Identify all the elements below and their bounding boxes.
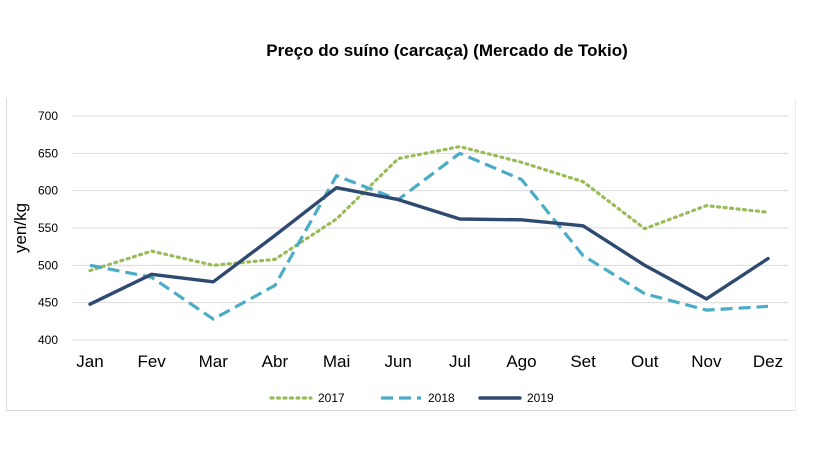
- legend-label-2017: 2017: [318, 391, 345, 405]
- series-line-2017: [88, 145, 770, 273]
- legend-label-2019: 2019: [527, 391, 554, 405]
- x-tick-set: Set: [570, 352, 596, 371]
- chart-title: Preço do suíno (carcaça) (Mercado de Tok…: [266, 41, 628, 60]
- chart-border-right: [795, 98, 796, 411]
- y-tick-labels: 400 450 500 550 600 650 700: [38, 109, 58, 347]
- gridlines: [72, 115, 788, 341]
- legend-label-2018: 2018: [428, 391, 455, 405]
- y-tick-600: 600: [38, 184, 58, 198]
- legend: 2017 2018 2019: [269, 391, 554, 405]
- x-tick-fev: Fev: [137, 352, 166, 371]
- y-tick-450: 450: [38, 296, 58, 310]
- chart-border-left: [6, 98, 7, 410]
- x-tick-ago: Ago: [506, 352, 536, 371]
- x-tick-jun: Jun: [384, 352, 411, 371]
- x-tick-abr: Abr: [262, 352, 289, 371]
- y-tick-550: 550: [38, 221, 58, 235]
- y-axis-label: yen/kg: [11, 203, 30, 253]
- x-tick-nov: Nov: [691, 352, 722, 371]
- x-tick-mai: Mai: [323, 352, 350, 371]
- series-line-2019: [88, 185, 770, 306]
- y-tick-700: 700: [38, 109, 58, 123]
- x-tick-labels: Jan Fev Mar Abr Mai Jun Jul Ago Set Out Nov Dez: [76, 352, 783, 371]
- y-tick-500: 500: [38, 258, 58, 272]
- y-tick-650: 650: [38, 146, 58, 160]
- series-line-2018: [89, 151, 769, 321]
- y-tick-400: 400: [38, 333, 58, 347]
- x-tick-out: Out: [631, 352, 659, 371]
- x-tick-jul: Jul: [449, 352, 471, 371]
- series-lines: [88, 145, 770, 321]
- x-tick-dez: Dez: [753, 352, 783, 371]
- x-tick-jan: Jan: [76, 352, 103, 371]
- chart-border-bottom: [6, 410, 796, 411]
- x-tick-mar: Mar: [199, 352, 229, 371]
